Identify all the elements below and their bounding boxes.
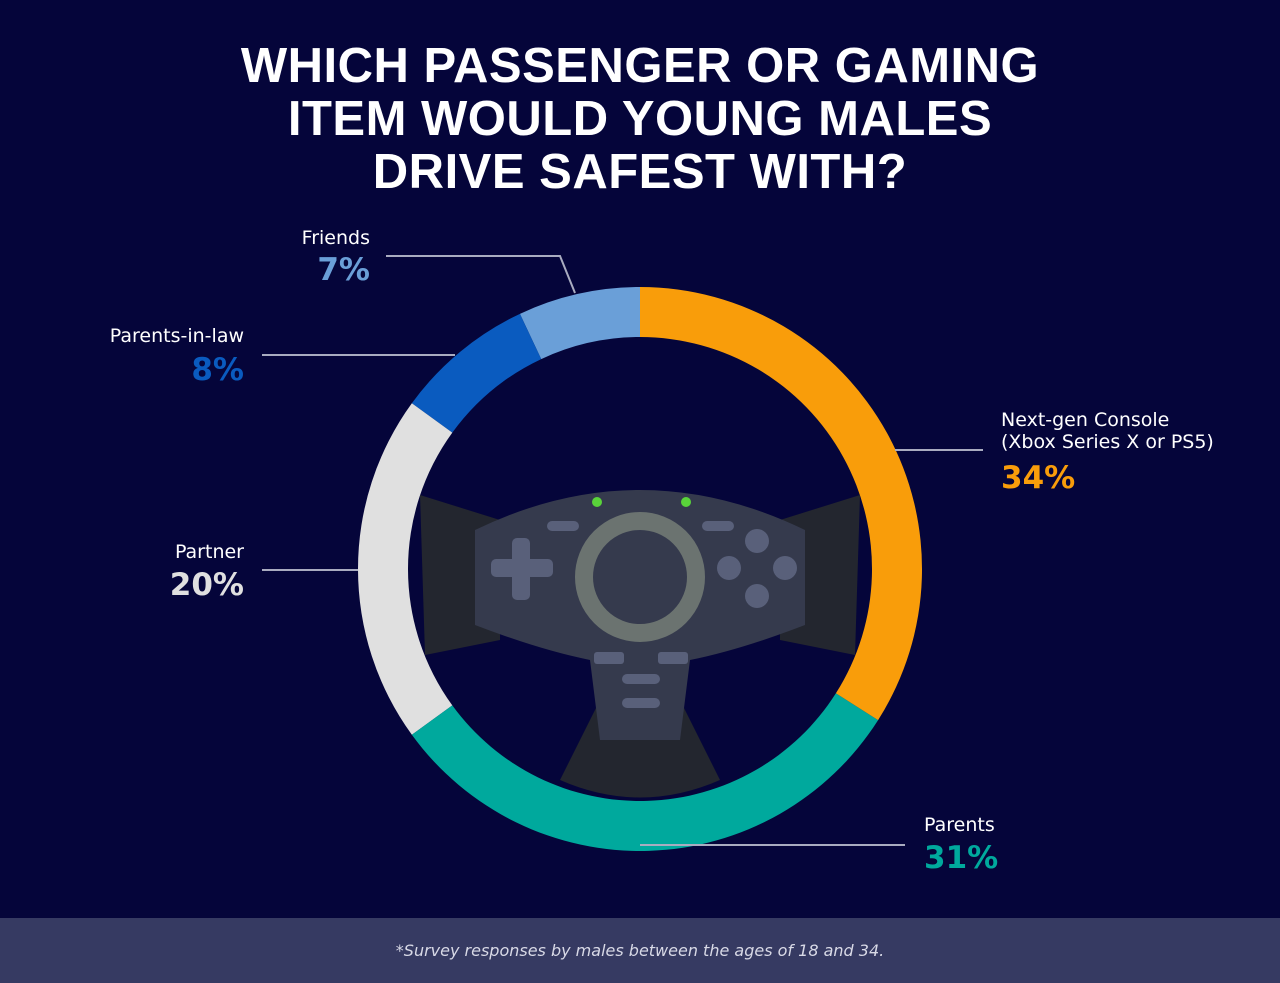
value-label: 20% <box>169 567 244 603</box>
value-label: 31% <box>924 840 999 876</box>
category-label: Next-gen Console (Xbox Series X or PS5) <box>1001 409 1214 453</box>
steering-wheel <box>420 490 860 798</box>
value-label: 8% <box>191 352 244 388</box>
category-label: Partner <box>174 541 244 563</box>
footnote: *Survey responses by males between the a… <box>395 941 885 960</box>
value-label: 7% <box>317 252 370 288</box>
leader-lines <box>262 255 983 846</box>
donut-segment <box>519 287 640 360</box>
donut-segment <box>640 287 922 721</box>
chart-title: WHICH PASSENGER OR GAMING ITEM WOULD YOU… <box>240 39 1040 199</box>
donut-segment <box>358 403 453 735</box>
category-label: Parents-in-law <box>109 325 244 347</box>
donut-segment <box>411 693 879 851</box>
donut-segment <box>411 313 542 433</box>
category-label: Friends <box>301 227 370 249</box>
category-label: Parents <box>924 814 995 836</box>
footer: *Survey responses by males between the a… <box>0 918 1280 983</box>
chart <box>262 255 983 851</box>
value-label: 34% <box>1001 460 1076 496</box>
